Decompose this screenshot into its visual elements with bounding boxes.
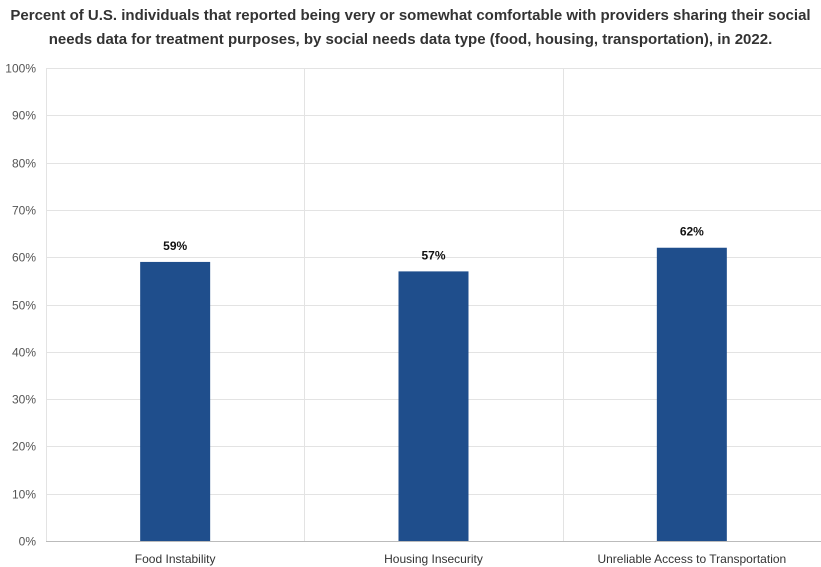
chart-title: Percent of U.S. individuals that reporte…	[0, 4, 821, 52]
y-tick-label: 90%	[12, 109, 36, 123]
bar[interactable]	[140, 261, 211, 541]
y-tick-label: 70%	[12, 204, 36, 218]
y-tick-label: 80%	[12, 157, 36, 171]
y-tick-label: 100%	[5, 62, 36, 76]
chart-title-line-2: needs data for treatment purposes, by so…	[48, 31, 773, 48]
y-tick-label: 40%	[12, 346, 36, 360]
chart-title-line-1: Percent of U.S. individuals that reporte…	[10, 7, 811, 24]
x-category-label: Food Instability	[135, 552, 216, 566]
x-category-label: Housing Insecurity	[384, 552, 483, 566]
bar[interactable]	[398, 271, 469, 541]
axis-layer	[46, 68, 821, 542]
y-tick-label: 30%	[12, 393, 36, 407]
y-tick-label: 0%	[19, 535, 37, 549]
y-tick-label: 50%	[12, 299, 36, 313]
bar-data-label: 62%	[680, 225, 704, 239]
y-tick-label: 10%	[12, 488, 36, 502]
x-category-label: Unreliable Access to Transportation	[597, 552, 786, 566]
bar[interactable]	[656, 247, 727, 542]
y-tick-label: 60%	[12, 251, 36, 265]
bar-data-label: 59%	[163, 239, 187, 253]
bar-layer	[140, 247, 727, 542]
label-layer: 0% 10% 20% 30% 40% 50% 60% 70% 80% 90% 100% 59% Food…	[5, 62, 786, 567]
bar-data-label: 57%	[421, 248, 445, 262]
y-tick-label: 20%	[12, 440, 36, 454]
